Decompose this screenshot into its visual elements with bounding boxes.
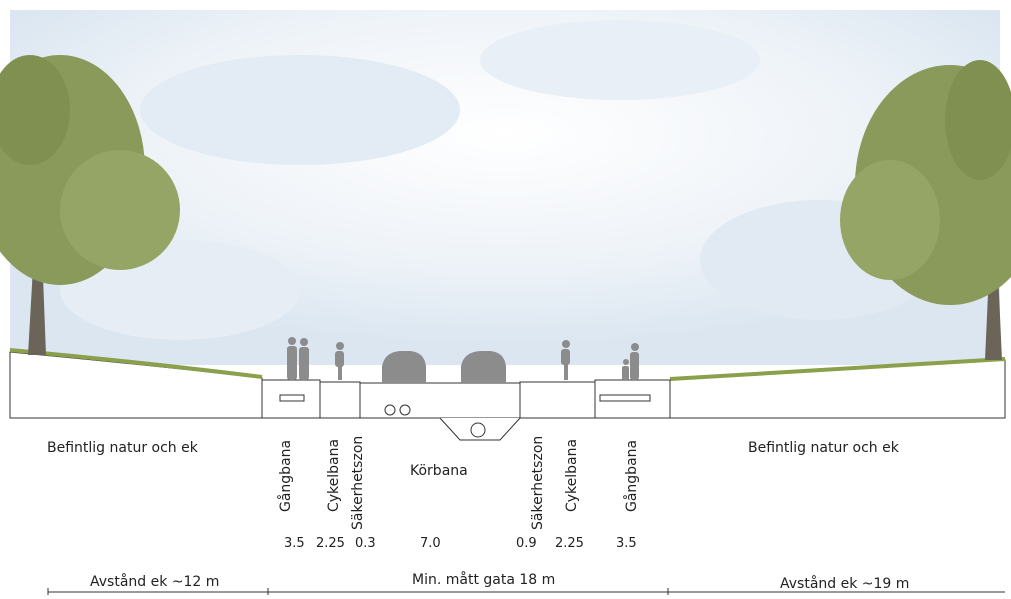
cloud: [480, 20, 760, 100]
dim-korbana: 7.0: [420, 536, 441, 551]
car-right-icon: [461, 351, 506, 383]
tree-right: [840, 60, 1011, 360]
pipe: [384, 404, 396, 416]
cyclist-right-icon: [561, 340, 570, 380]
cyclist-left-icon: [335, 342, 344, 380]
footer-right-label: Avstånd ek ~19 m: [780, 576, 910, 592]
footer-center-label: Min. mått gata 18 m: [412, 572, 556, 588]
left-area-label: Befintlig natur och ek: [47, 440, 198, 456]
dim-sakerhetszon-right: 0.9: [516, 536, 537, 551]
curb-detail: [599, 394, 651, 402]
section-label-cykelbana-left: Cykelbana: [326, 438, 342, 512]
dim-cykelbana-right: 2.25: [555, 536, 584, 551]
bikeway-right-body: [519, 381, 596, 419]
grass-right: [669, 357, 1006, 381]
dim-gangbana-right: 3.5: [616, 536, 637, 551]
section-label-sakerhetszon-right: Säkerhetszon: [530, 435, 546, 530]
section-label-gangbana-right: Gångbana: [624, 439, 640, 512]
car-left-icon: [382, 351, 426, 383]
right-area-label: Befintlig natur och ek: [748, 440, 899, 456]
section-label-sakerhetszon-left: Säkerhetszon: [350, 435, 366, 530]
bikeway-left-body: [319, 381, 361, 419]
section-label-cykelbana-right: Cykelbana: [564, 438, 580, 512]
road-label: Körbana: [410, 463, 468, 479]
footer-left-label: Avstånd ek ~12 m: [90, 574, 220, 590]
pipe: [399, 404, 411, 416]
dim-sakerhetszon-left: 0.3: [355, 536, 376, 551]
pedestrian-child-right-icon: [622, 343, 639, 380]
tree-left: [0, 55, 180, 355]
pedestrians-left-icon: [287, 337, 309, 380]
pipe: [470, 422, 486, 438]
cloud: [140, 55, 460, 165]
dim-cykelbana-left: 2.25: [316, 536, 345, 551]
curb-detail: [279, 394, 305, 402]
road-body: [359, 382, 521, 419]
dim-gangbana-left: 3.5: [284, 536, 305, 551]
section-label-gangbana-left: Gångbana: [278, 439, 294, 512]
